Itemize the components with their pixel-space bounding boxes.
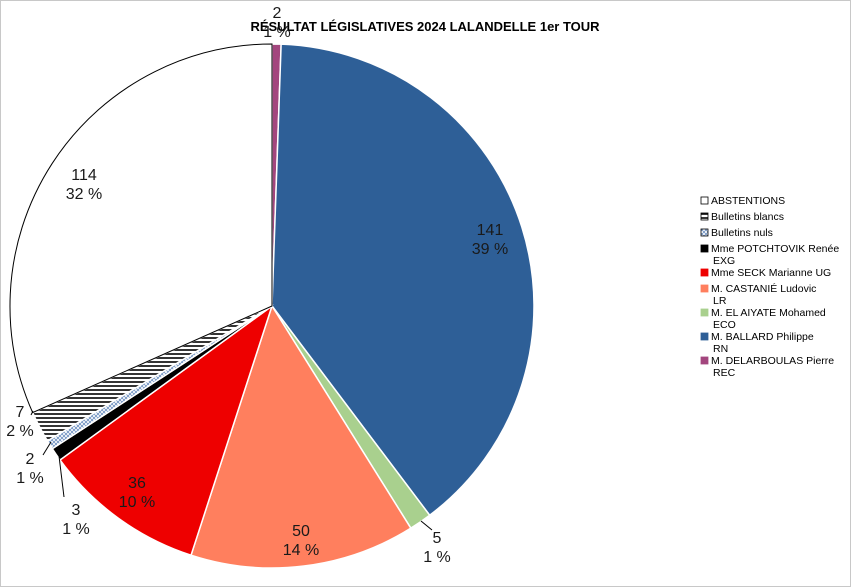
pie-slice-m-castanie-ludovic-lr (190, 304, 412, 569)
legend: ABSTENTIONS Bulletins blancs Bulletins nul… (700, 195, 839, 379)
legend-swatch-m-el-aiyate-mohamed-eco (700, 308, 709, 317)
legend-label-bulletins-nuls: Bulletins nuls (711, 227, 773, 239)
legend-label-m-ballard-philippe-rn-line2: RN (713, 343, 728, 355)
leader-line-m-el-aiyate-mohamed-eco (420, 520, 433, 531)
legend-label-m-el-aiyate-mohamed-eco: M. EL AIYATE Mohamed (711, 307, 826, 319)
data-label-value-bulletins-nuls: 2 (26, 451, 35, 468)
legend-swatch-mme-potchtovik-renee-exg (700, 244, 709, 253)
legend-swatch-m-ballard-philippe-rn (700, 332, 709, 341)
legend-swatch-mme-seck-marianne-ug (700, 268, 709, 277)
data-label-percent-m-delarboulas-pierre-rec: 1 % (263, 24, 291, 41)
legend-label-mme-seck-marianne-ug: Mme SECK Marianne UG (711, 267, 831, 279)
legend-label-m-castanie-ludovic-lr-line2: LR (713, 295, 727, 307)
data-label-percent-m-el-aiyate-mohamed-eco: 1 % (423, 549, 451, 566)
legend-label-mme-potchtovik-renee-exg-line2: EXG (713, 255, 735, 267)
data-label-value-mme-potchtovik-renee-exg: 3 (72, 502, 81, 519)
data-label-value-m-delarboulas-pierre-rec: 2 (273, 5, 282, 22)
data-label-percent-m-castanie-ludovic-lr: 14 % (283, 542, 319, 559)
legend-label-bulletins-blancs: Bulletins blancs (711, 211, 784, 223)
legend-label-m-delarboulas-pierre-rec: M. DELARBOULAS Pierre (711, 355, 834, 367)
data-label-value-bulletins-blancs: 7 (16, 404, 25, 421)
legend-label-m-el-aiyate-mohamed-eco-line2: ECO (713, 319, 736, 331)
chart-title: RÉSULTAT LÉGISLATIVES 2024 LALANDELLE 1e… (250, 19, 600, 34)
legend-label-m-castanie-ludovic-lr: M. CASTANIÉ Ludovic (711, 282, 816, 295)
data-label-value-m-el-aiyate-mohamed-eco: 5 (433, 530, 442, 547)
data-label-value-abstentions: 114 (71, 167, 97, 184)
data-label-percent-mme-potchtovik-renee-exg: 1 % (62, 521, 90, 538)
data-label-value-mme-seck-marianne-ug: 36 (128, 475, 146, 492)
legend-swatch-m-delarboulas-pierre-rec (700, 356, 709, 365)
data-label-percent-m-ballard-philippe-rn: 39 % (472, 241, 508, 258)
pie-slice-m-ballard-philippe-rn (271, 43, 535, 517)
leader-line-bulletins-blancs (30, 410, 34, 416)
leader-lines (30, 410, 433, 531)
legend-swatch-abstentions (700, 196, 709, 205)
leader-line-bulletins-nuls (42, 441, 52, 456)
pie-slice-abstentions (9, 43, 273, 414)
data-label-percent-bulletins-blancs: 2 % (6, 423, 34, 440)
data-labels: 2 1 % 141 39 % 5 1 % 50 14 % 36 10 % 3 1 % 2 1 % 7 2 % 1… (6, 5, 508, 566)
legend-swatch-bulletins-nuls (700, 228, 709, 237)
data-label-percent-abstentions: 32 % (66, 186, 102, 203)
pie-slice-mme-seck-marianne-ug (58, 304, 274, 557)
legend-label-m-delarboulas-pierre-rec-line2: REC (713, 367, 736, 379)
data-label-percent-mme-seck-marianne-ug: 10 % (119, 494, 155, 511)
data-label-value-m-ballard-philippe-rn: 141 (477, 222, 504, 239)
legend-swatch-bulletins-blancs (700, 212, 709, 221)
leader-line-mme-potchtovik-renee-exg (58, 455, 65, 498)
legend-swatch-m-castanie-ludovic-lr (700, 284, 709, 293)
legend-label-abstentions: ABSTENTIONS (711, 195, 785, 207)
legend-label-mme-potchtovik-renee-exg: Mme POTCHTOVIK Renée (711, 243, 839, 255)
data-label-percent-bulletins-nuls: 1 % (16, 470, 44, 487)
pie-slices (9, 43, 535, 569)
data-label-value-m-castanie-ludovic-lr: 50 (292, 523, 310, 540)
legend-label-m-ballard-philippe-rn: M. BALLARD Philippe (711, 331, 814, 343)
